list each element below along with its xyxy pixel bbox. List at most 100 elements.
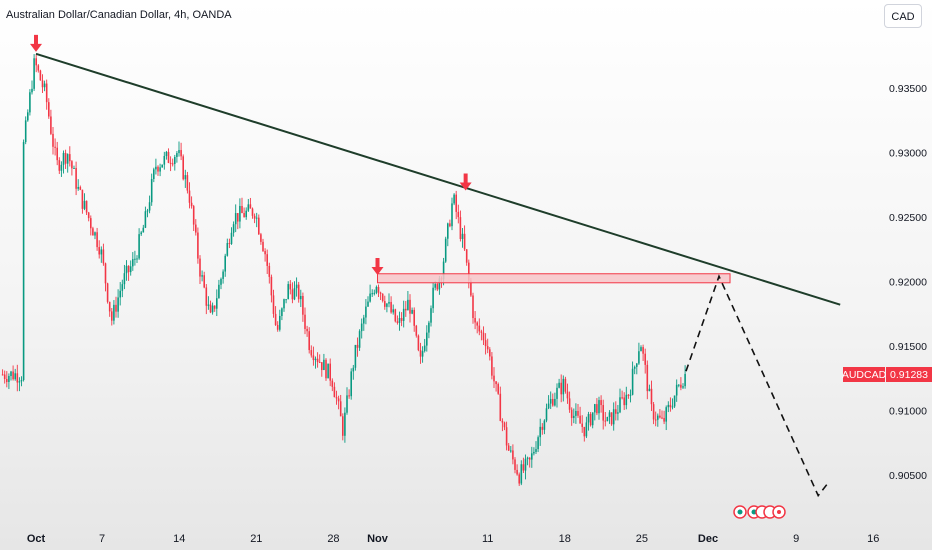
- candle-body: [165, 151, 168, 156]
- price-tick-label: 0.92500: [889, 212, 927, 224]
- candle-body: [377, 286, 380, 293]
- candle-body: [568, 398, 571, 410]
- candle-body: [516, 469, 518, 475]
- candle-body: [591, 412, 594, 426]
- candle-body: [111, 311, 113, 321]
- price-tick-label: 0.93500: [889, 83, 927, 95]
- candle-body: [491, 356, 493, 376]
- candle-body: [472, 295, 474, 319]
- candle-body: [125, 265, 128, 274]
- candle-body: [228, 243, 231, 245]
- candle-body: [27, 112, 29, 121]
- candle-body: [155, 166, 157, 170]
- time-tick-label: 16: [867, 533, 879, 545]
- candle-body: [268, 265, 271, 277]
- candle-body: [608, 412, 611, 418]
- candle-body: [123, 273, 126, 285]
- candle-body: [344, 412, 346, 436]
- candle-body: [300, 295, 302, 300]
- candle-body: [211, 305, 214, 313]
- candle-body: [331, 380, 334, 387]
- candle-body: [90, 218, 92, 229]
- last-price-symbol: AUDCAD: [842, 369, 887, 381]
- candle-body: [249, 204, 252, 209]
- candle-body: [367, 301, 369, 307]
- candle-body: [390, 301, 392, 313]
- candle-body: [455, 194, 457, 212]
- candle-body: [365, 306, 367, 318]
- candle-body: [573, 415, 575, 419]
- candle-body: [209, 304, 212, 313]
- candle-body: [203, 275, 205, 288]
- candle-body: [58, 160, 61, 171]
- candle-body: [543, 420, 546, 430]
- candle-body: [113, 304, 115, 321]
- candle-body: [453, 194, 455, 204]
- candle-body: [444, 238, 447, 262]
- candle-body: [363, 317, 365, 324]
- candle-body: [659, 415, 661, 418]
- candle-body: [302, 295, 304, 315]
- candle-body: [577, 410, 579, 416]
- candle-body: [585, 422, 588, 437]
- candle-body: [287, 284, 289, 300]
- candle-body: [37, 65, 40, 71]
- candle-body: [121, 284, 124, 291]
- candle-body: [402, 308, 405, 321]
- candle-body: [556, 387, 558, 399]
- candle-body: [520, 464, 523, 484]
- candle-body: [682, 386, 684, 388]
- time-tick-label: 11: [482, 533, 493, 545]
- candle-body: [524, 458, 527, 471]
- candle-body: [129, 266, 132, 273]
- candle-body: [680, 384, 682, 388]
- candle-body: [182, 156, 184, 180]
- candle-body: [85, 200, 88, 213]
- candle-body: [237, 213, 239, 222]
- candle-body: [495, 381, 497, 385]
- candle-body: [230, 232, 233, 244]
- candle-body: [522, 464, 525, 471]
- candle-body: [64, 152, 67, 164]
- candle-body: [142, 227, 145, 233]
- candle-body: [405, 308, 407, 311]
- candle-body: [329, 363, 331, 381]
- candle-body: [264, 251, 266, 255]
- projection-path: [685, 274, 830, 498]
- candle-body: [297, 284, 300, 300]
- time-tick-label: 18: [559, 533, 571, 545]
- candle-body: [545, 408, 548, 421]
- candle-body: [205, 287, 208, 306]
- candle-body: [346, 395, 348, 413]
- candle-body: [652, 404, 655, 420]
- candle-body: [436, 284, 439, 290]
- candle-body: [566, 391, 569, 399]
- candle-body: [549, 398, 552, 404]
- candle-body: [510, 450, 512, 452]
- candle-body: [56, 147, 58, 161]
- candle-body: [627, 394, 630, 396]
- trendline: [35, 52, 841, 306]
- candle-body: [218, 284, 220, 299]
- event-icons[interactable]: [733, 505, 786, 519]
- candle-body: [310, 350, 313, 356]
- candle-body: [671, 406, 674, 408]
- candle-body: [102, 249, 105, 264]
- price-axis[interactable]: 0.93500 0.93000 0.92500 0.92000 0.91500 0.910…: [889, 83, 927, 482]
- candle-body: [678, 384, 680, 386]
- candle-body: [606, 417, 609, 422]
- candle-body: [274, 313, 277, 325]
- currency-button[interactable]: CAD: [884, 4, 922, 28]
- time-tick-label: 21: [250, 533, 262, 545]
- time-axis[interactable]: Oct 7 14 21 28 Nov 11 18 25 Dec 9 16: [27, 533, 880, 545]
- candle-body: [73, 168, 75, 170]
- candle-body: [463, 233, 466, 250]
- chart-title: Australian Dollar/Canadian Dollar, 4h, O…: [6, 9, 232, 21]
- candle-body: [459, 217, 462, 239]
- candle-body: [619, 397, 621, 413]
- candle-body: [583, 426, 586, 437]
- candle-body: [201, 275, 203, 277]
- candle-body: [106, 283, 109, 302]
- candle-body: [358, 331, 361, 348]
